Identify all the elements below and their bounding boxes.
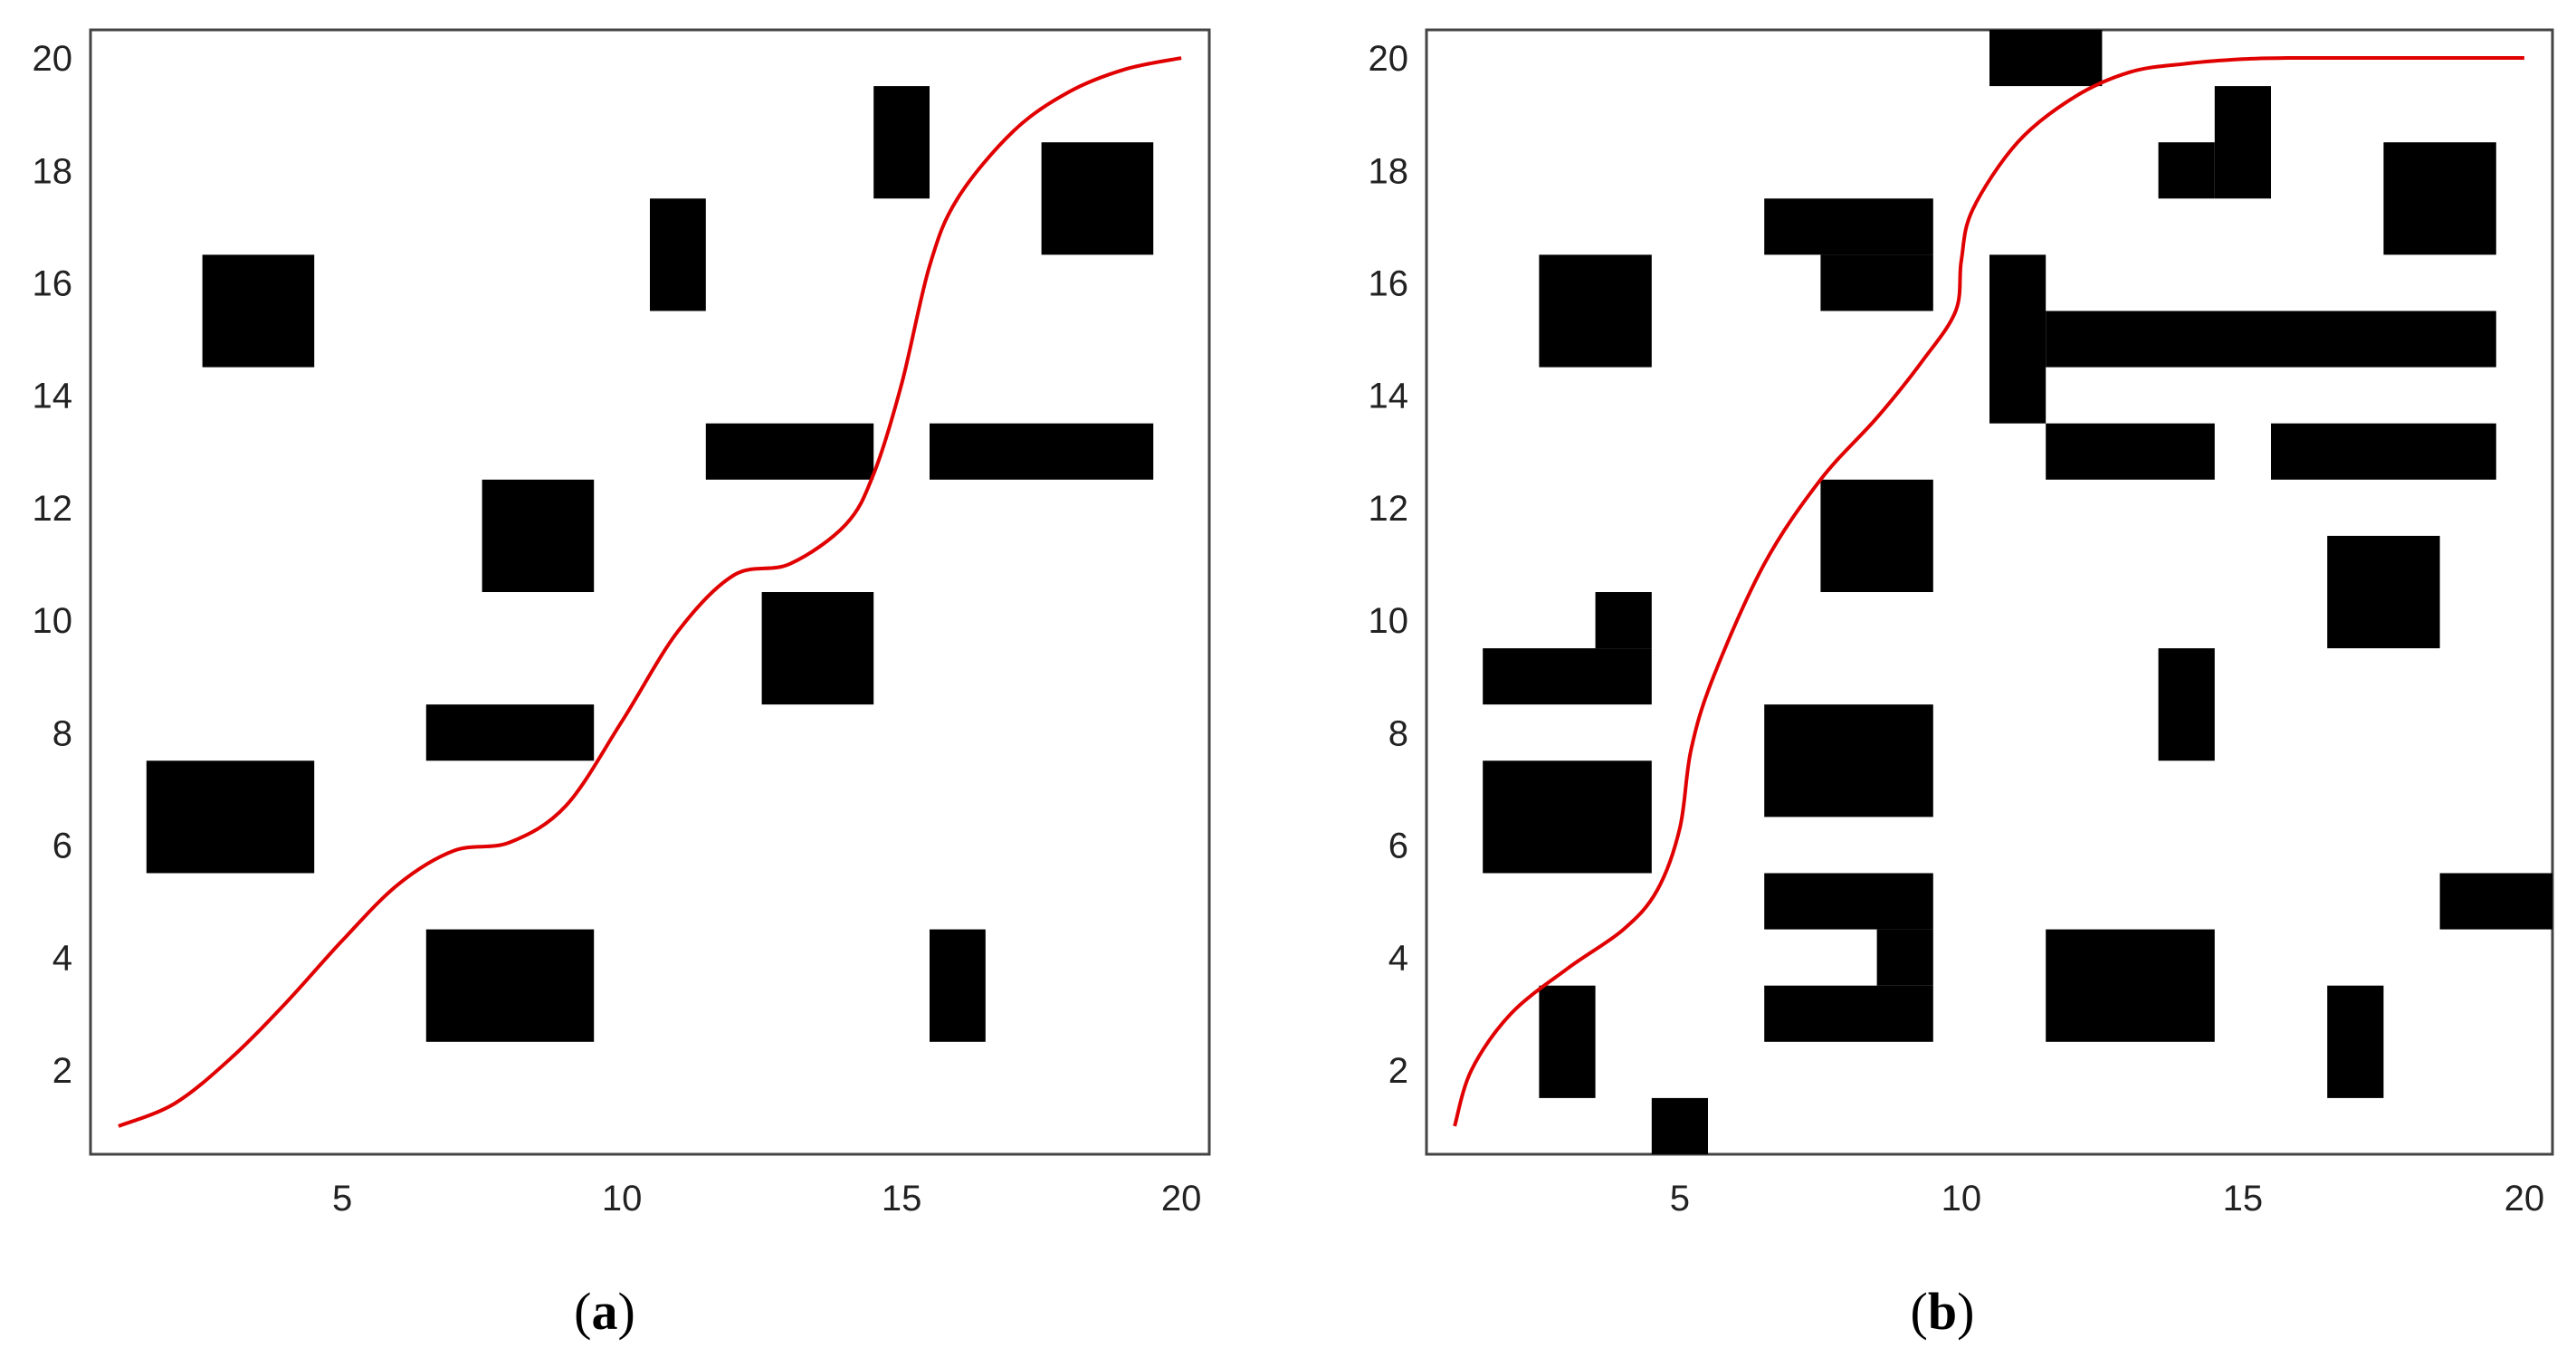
obstacle — [1989, 254, 2046, 424]
obstacle — [2046, 311, 2496, 368]
obstacle — [146, 760, 315, 874]
x-tick-label: 5 — [332, 1179, 352, 1219]
y-tick-label: 10 — [33, 601, 73, 641]
y-tick-label: 6 — [1388, 826, 1408, 865]
obstacle — [2214, 86, 2271, 199]
obstacle — [1764, 704, 1933, 817]
x-tick-label: 15 — [882, 1179, 922, 1219]
y-tick-label: 20 — [1369, 39, 1409, 79]
x-tick-label: 10 — [1942, 1179, 1982, 1219]
y-tick-label: 2 — [52, 1051, 72, 1091]
y-tick-label: 14 — [33, 377, 73, 416]
y-tick-label: 2 — [1388, 1051, 1408, 1091]
obstacle — [650, 198, 706, 311]
y-tick-label: 20 — [33, 39, 73, 79]
obstacle — [761, 592, 874, 705]
obstacle — [1989, 30, 2103, 87]
obstacle — [930, 423, 1154, 480]
planned-path-line — [118, 56, 1182, 1128]
panel-caption: (a) — [574, 1282, 635, 1341]
x-tick-label: 10 — [602, 1179, 643, 1219]
planned-path-line — [1453, 55, 2524, 1127]
y-tick-label: 18 — [33, 151, 73, 191]
y-tick-label: 4 — [52, 939, 72, 979]
obstacle — [2383, 142, 2496, 255]
obstacle — [2046, 929, 2215, 1042]
y-tick-label: 4 — [1388, 939, 1408, 979]
y-tick-label: 16 — [33, 263, 73, 303]
panel-caption: (b) — [1911, 1282, 1975, 1341]
obstacle — [202, 254, 315, 368]
y-tick-label: 12 — [1369, 489, 1409, 529]
obstacle — [482, 479, 595, 592]
obstacle — [705, 423, 874, 480]
obstacle — [1820, 254, 1933, 311]
obstacle — [1820, 479, 1933, 592]
obstacle — [425, 929, 595, 1042]
obstacle — [1764, 198, 1933, 255]
y-tick-label: 14 — [1369, 377, 1409, 416]
y-tick-label: 8 — [52, 713, 72, 753]
obstacle — [2439, 873, 2552, 930]
x-tick-label: 15 — [2223, 1179, 2264, 1219]
x-tick-label: 5 — [1670, 1179, 1690, 1219]
y-tick-label: 10 — [1369, 601, 1409, 641]
obstacle — [1764, 985, 1933, 1042]
x-tick-label: 20 — [2504, 1179, 2545, 1219]
obstacle — [873, 86, 930, 199]
obstacle — [1539, 985, 1596, 1098]
obstacle — [1595, 592, 1652, 649]
obstacle — [1539, 254, 1652, 368]
obstacle — [930, 929, 986, 1042]
obstacle — [1764, 873, 1933, 930]
x-tick-label: 20 — [1161, 1179, 1202, 1219]
panel-a: 5 10 15 20 2 4 6 8 10 12 14 16 18 20 (a) — [33, 28, 1211, 1341]
obstacle — [425, 704, 595, 761]
obstacle — [2327, 985, 2384, 1098]
obstacle — [2158, 142, 2215, 199]
y-tick-label: 18 — [1369, 151, 1409, 191]
obstacle — [2158, 648, 2215, 761]
obstacle — [1483, 648, 1652, 705]
obstacle — [1876, 929, 1933, 986]
y-tick-label: 6 — [52, 826, 72, 865]
obstacle — [1651, 1097, 1708, 1154]
y-tick-label: 12 — [33, 489, 73, 529]
obstacle — [1041, 142, 1154, 255]
obstacle — [1483, 760, 1652, 874]
panel-b: 5 10 15 20 2 4 6 8 10 12 14 16 18 20 (b) — [1369, 28, 2554, 1341]
y-tick-label: 16 — [1369, 263, 1409, 303]
obstacle — [2271, 423, 2496, 480]
y-tick-label: 8 — [1388, 713, 1408, 753]
obstacle — [2046, 423, 2215, 480]
obstacle — [2327, 535, 2440, 649]
